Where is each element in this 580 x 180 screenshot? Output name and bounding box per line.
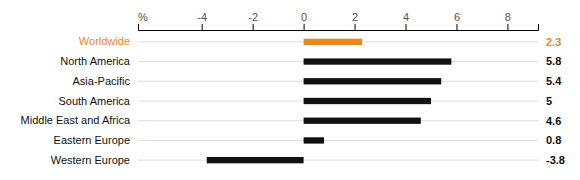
x-tick-mark bbox=[202, 24, 203, 30]
data-label: -3.8 bbox=[546, 154, 565, 166]
x-tick-mark bbox=[507, 24, 508, 30]
plot: -4 -2 0 2 4 6 8 Worldwide North America Asia-Paci… bbox=[21, 11, 565, 166]
y-tick: Middle East and Africa bbox=[21, 114, 138, 126]
x-tick-label: 2 bbox=[352, 11, 358, 23]
grid-line bbox=[138, 160, 538, 161]
y-tick: Western Europe bbox=[51, 154, 138, 166]
data-label: 5.4 bbox=[546, 75, 562, 87]
x-tick-label: 6 bbox=[454, 11, 460, 23]
data-label: 2.3 bbox=[546, 36, 561, 48]
x-axis: -4 -2 0 2 4 6 8 bbox=[139, 11, 539, 31]
bars bbox=[207, 39, 452, 164]
x-tick-label: 8 bbox=[505, 11, 511, 23]
chart: -4 -2 0 2 4 6 8 Worldwide North America Asia-Paci… bbox=[0, 0, 580, 180]
grid-line bbox=[138, 140, 538, 141]
x-tick: -2 bbox=[248, 11, 258, 30]
data-labels: 2.3 5.8 5.4 5 4.6 0.8 -3.8 bbox=[546, 36, 565, 166]
x-tick-mark bbox=[456, 24, 457, 30]
bar bbox=[304, 78, 442, 84]
y-tick-label: Eastern Europe bbox=[54, 134, 130, 146]
y-tick-label: North America bbox=[60, 55, 131, 67]
x-tick-label: -2 bbox=[248, 11, 258, 23]
y-axis: Worldwide North America Asia-Pacific South … bbox=[21, 35, 138, 165]
x-tick: -4 bbox=[197, 11, 207, 30]
y-tick: Eastern Europe bbox=[54, 134, 138, 146]
x-tick-mark bbox=[406, 24, 407, 30]
bar bbox=[304, 98, 431, 104]
bar bbox=[304, 137, 324, 143]
x-tick-label: 4 bbox=[403, 11, 409, 23]
y-tick: Asia-Pacific bbox=[73, 75, 138, 87]
y-tick: Worldwide bbox=[79, 35, 138, 47]
x-label: % bbox=[138, 11, 148, 23]
x-tick: 6 bbox=[454, 11, 460, 30]
x-tick-label: 0 bbox=[301, 11, 307, 23]
x-tick: 2 bbox=[352, 11, 358, 30]
bar bbox=[304, 118, 421, 124]
x-tick-mark bbox=[355, 24, 356, 30]
y-tick-label: Worldwide bbox=[79, 35, 130, 47]
y-tick-label: Asia-Pacific bbox=[73, 75, 131, 87]
y-tick-label: Middle East and Africa bbox=[21, 114, 131, 126]
data-label: 5 bbox=[546, 95, 552, 107]
x-tick-mark bbox=[253, 24, 254, 30]
y-tick-label: South America bbox=[58, 95, 130, 107]
x-tick: 0 bbox=[301, 11, 307, 30]
x-tick-mark bbox=[304, 24, 305, 30]
bar bbox=[207, 157, 304, 163]
data-label: 4.6 bbox=[546, 115, 561, 127]
x-tick: 8 bbox=[505, 11, 511, 30]
x-axis-line bbox=[139, 24, 539, 31]
x-tick: 4 bbox=[403, 11, 409, 30]
bar bbox=[304, 39, 363, 45]
grid bbox=[138, 42, 538, 160]
x-tick-label: -4 bbox=[197, 11, 207, 23]
data-label: 5.8 bbox=[546, 55, 561, 67]
y-tick: South America bbox=[58, 95, 138, 107]
data-label: 0.8 bbox=[546, 134, 561, 146]
bar bbox=[304, 58, 452, 64]
y-tick: North America bbox=[60, 55, 138, 67]
y-tick-label: Western Europe bbox=[51, 154, 130, 166]
